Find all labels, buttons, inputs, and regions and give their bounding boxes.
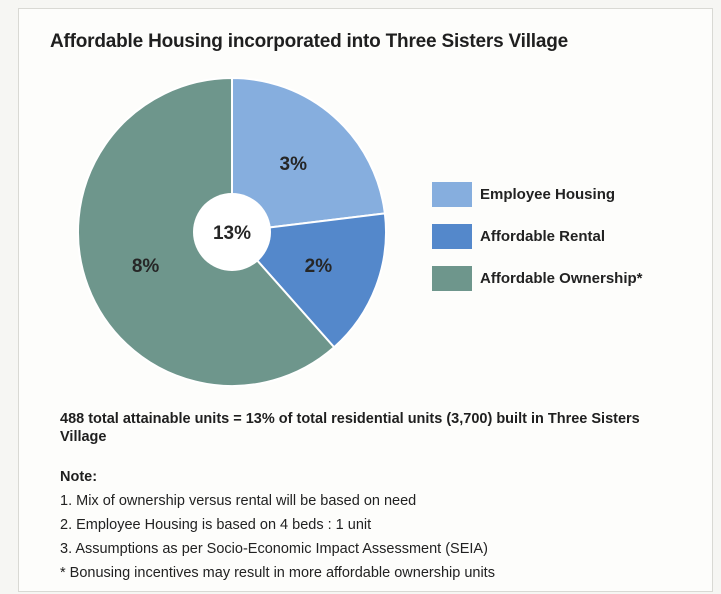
legend-label-affordable-ownership: Affordable Ownership*	[480, 269, 643, 287]
legend-swatch-affordable-ownership	[432, 265, 472, 291]
legend: Employee Housing Affordable Rental Affor…	[432, 181, 643, 307]
legend-swatch-affordable-rental	[432, 223, 472, 249]
legend-item-affordable-rental: Affordable Rental	[432, 223, 643, 249]
legend-label-employee-housing: Employee Housing	[480, 185, 616, 203]
note-heading: Note:	[60, 469, 98, 485]
legend-item-employee-housing: Employee Housing	[432, 181, 643, 207]
center-hole	[193, 193, 271, 271]
summary-text: 488 total attainable units = 13% of tota…	[60, 411, 640, 445]
note-item: 1. Mix of ownership versus rental will b…	[60, 493, 417, 509]
note-item: 3. Assumptions as per Socio-Economic Imp…	[60, 541, 488, 557]
chart-title: Affordable Housing incorporated into Thr…	[50, 31, 569, 52]
center-label: 13%	[213, 223, 251, 244]
legend-label-affordable-rental: Affordable Rental	[480, 227, 606, 245]
slice-label-affordable-rental: 2%	[305, 256, 333, 277]
note-item: 2. Employee Housing is based on 4 beds :…	[60, 517, 372, 533]
pie-slice-employee-housing	[231, 76, 386, 234]
legend-swatch-employee-housing	[432, 181, 472, 207]
notes-list: 1. Mix of ownership versus rental will b…	[60, 492, 495, 588]
legend-item-affordable-ownership: Affordable Ownership*	[432, 265, 643, 291]
slice-label-employee-housing: 3%	[280, 154, 308, 175]
pie-slice-affordable-rental	[229, 212, 387, 349]
note-item: * Bonusing incentives may result in more…	[60, 565, 495, 581]
slice-label-affordable-ownership: 8%	[132, 256, 160, 277]
